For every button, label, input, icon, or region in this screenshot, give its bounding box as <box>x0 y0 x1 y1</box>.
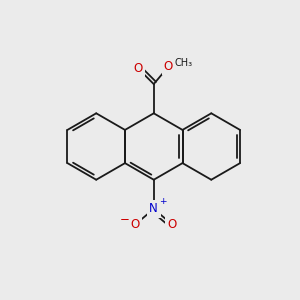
Text: CH₃: CH₃ <box>174 58 192 68</box>
Text: O: O <box>167 218 177 231</box>
Text: +: + <box>159 197 166 206</box>
Text: O: O <box>133 61 142 75</box>
Text: −: − <box>120 212 130 226</box>
Text: O: O <box>164 60 173 73</box>
Text: N: N <box>149 202 158 215</box>
Text: O: O <box>131 218 140 231</box>
